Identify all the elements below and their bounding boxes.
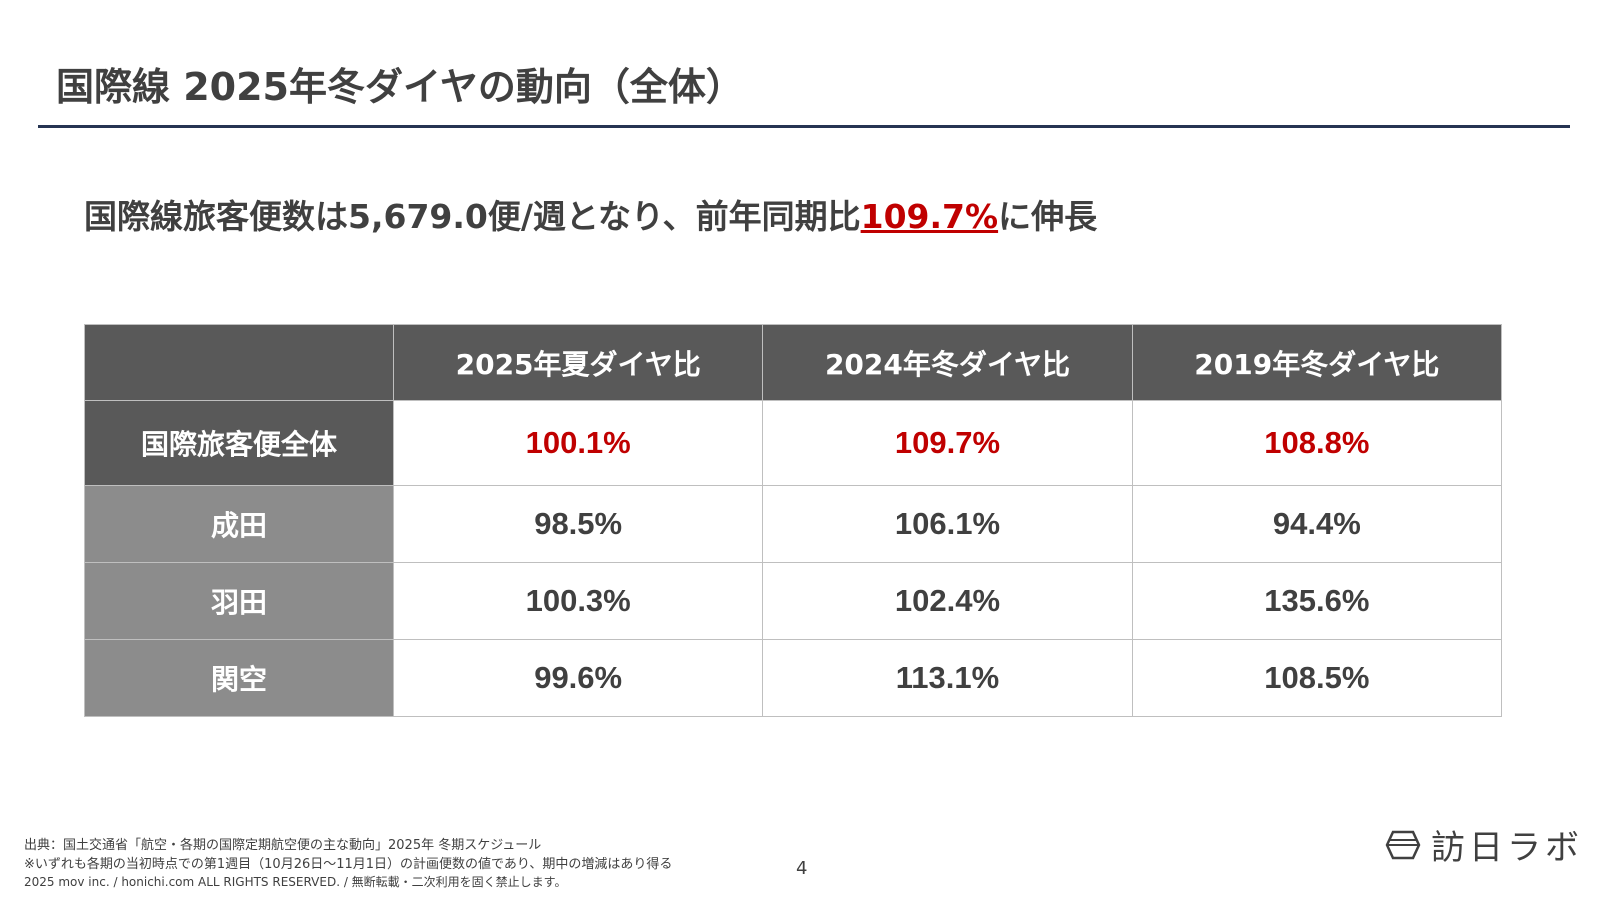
page-title: 国際線 2025年冬ダイヤの動向（全体） <box>56 65 744 109</box>
cell: 108.5% <box>1131 639 1503 717</box>
table-row: 関空 99.6% 113.1% 108.5% <box>84 639 1503 717</box>
cell: 135.6% <box>1131 562 1503 640</box>
headline-suffix: に伸長 <box>998 197 1098 236</box>
headline: 国際線旅客便数は5,679.0便/週となり、前年同期比109.7%に伸長 <box>84 190 1097 238</box>
table-row: 国際旅客便全体 100.1% 109.7% 108.8% <box>84 400 1503 486</box>
table-row: 羽田 100.3% 102.4% 135.6% <box>84 562 1503 640</box>
table-header-row: 2025年夏ダイヤ比 2024年冬ダイヤ比 2019年冬ダイヤ比 <box>84 324 1503 401</box>
page-number: 4 <box>796 858 808 879</box>
cell: 100.3% <box>392 562 764 640</box>
row-header: 関空 <box>84 639 394 717</box>
row-header: 国際旅客便全体 <box>84 400 394 486</box>
comparison-table: 2025年夏ダイヤ比 2024年冬ダイヤ比 2019年冬ダイヤ比 国際旅客便全体… <box>84 324 1503 717</box>
cell: 94.4% <box>1131 485 1503 563</box>
cell: 113.1% <box>762 639 1133 717</box>
logo-hexagon-icon <box>1385 830 1421 859</box>
column-header: 2019年冬ダイヤ比 <box>1131 324 1503 401</box>
cell: 98.5% <box>392 485 764 563</box>
headline-prefix: 国際線旅客便数は5,679.0便/週となり、前年同期比 <box>84 197 861 236</box>
row-header: 羽田 <box>84 562 394 640</box>
cell: 108.8% <box>1131 400 1503 486</box>
cell: 109.7% <box>762 400 1133 486</box>
column-header: 2024年冬ダイヤ比 <box>762 324 1133 401</box>
cell: 99.6% <box>392 639 764 717</box>
table-row: 成田 98.5% 106.1% 94.4% <box>84 485 1503 563</box>
cell: 102.4% <box>762 562 1133 640</box>
source-note: 出典：国土交通省「航空・各期の国際定期航空便の主な動向」2025年 冬期スケジュ… <box>24 838 542 853</box>
column-header: 2025年夏ダイヤ比 <box>392 324 764 401</box>
copyright: 2025 mov inc. / honichi.com ALL RIGHTS R… <box>24 875 567 889</box>
logo: 訪日ラボ <box>1385 820 1583 869</box>
cell: 100.1% <box>392 400 764 486</box>
headline-highlight: 109.7% <box>860 197 999 236</box>
corner-cell <box>84 324 394 401</box>
disclaimer-note: ※いずれも各期の当初時点での第1週目（10月26日～11月1日）の計画便数の値で… <box>24 857 673 872</box>
cell: 106.1% <box>762 485 1133 563</box>
logo-text: 訪日ラボ <box>1431 828 1583 868</box>
title-divider <box>38 125 1570 128</box>
row-header: 成田 <box>84 485 394 563</box>
